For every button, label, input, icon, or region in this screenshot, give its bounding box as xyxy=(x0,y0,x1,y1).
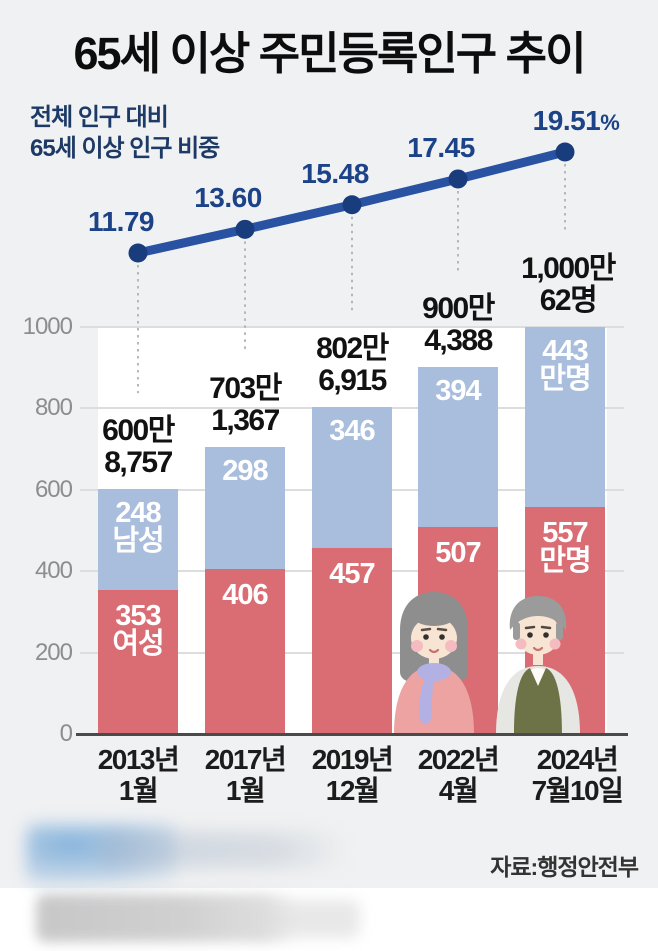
x-axis-label-line: 7월10일 xyxy=(531,775,624,806)
y-axis-tick-0: 0 xyxy=(59,720,73,747)
male-segment-3: 346 xyxy=(312,406,392,548)
male-segment-label-line: 남성 xyxy=(112,525,164,558)
male-segment-4: 394 xyxy=(418,366,498,528)
y-axis-tick-400: 400 xyxy=(34,557,73,584)
total-label-line: 6,915 xyxy=(318,363,387,397)
blurred-watermark-text-tail xyxy=(250,900,360,938)
total-label-line: 600만 xyxy=(102,414,175,448)
total-label-4: 900만 4,388 xyxy=(422,291,495,357)
x-axis-line xyxy=(76,733,628,736)
line-value-number: 17.45 xyxy=(407,131,475,163)
total-label-3: 802만 6,915 xyxy=(316,331,389,397)
total-label-line: 4,388 xyxy=(424,323,493,357)
blurred-agency-logo xyxy=(26,824,176,884)
x-axis-label-1: 2013년 1월 xyxy=(97,744,180,806)
male-segment-2: 298 xyxy=(205,447,285,569)
female-segment-2: 406 xyxy=(205,568,285,734)
total-label-line: 703만 xyxy=(209,372,282,406)
female-segment-label-line: 557 xyxy=(542,517,588,550)
male-segment-1: 248 남성 xyxy=(98,489,178,591)
total-label-line: 8,757 xyxy=(104,446,173,480)
total-label-line: 1,000만 xyxy=(521,251,616,285)
female-segment-label-line: 여성 xyxy=(112,628,164,661)
line-value-label-5: 19.51% xyxy=(533,105,620,137)
line-value-number: 11.79 xyxy=(87,206,155,237)
line-series-caption-line2: 65세 이상 인구 비중 xyxy=(30,135,220,162)
x-axis-label-line: 1월 xyxy=(225,775,266,806)
x-axis-label-2: 2017년 1월 xyxy=(204,744,287,806)
x-axis-label-5: 2024년 7월10일 xyxy=(531,744,624,806)
total-label-line: 1,367 xyxy=(211,404,280,438)
male-segment-5: 443 만명 xyxy=(525,326,605,508)
stacked-bar-1: 248 남성 353 여성 xyxy=(98,489,178,734)
male-segment-label-line: 346 xyxy=(329,414,375,447)
line-value-label-3: 15.48 xyxy=(301,158,369,190)
blurred-agency-logo-text xyxy=(100,832,350,868)
y-axis-tick-800: 800 xyxy=(34,394,73,421)
line-series-caption: 전체 인구 대비 65세 이상 인구 비중 xyxy=(30,102,220,164)
x-axis-label-line: 2013년 xyxy=(97,744,180,775)
x-axis-label-4: 2022년 4월 xyxy=(417,744,500,806)
female-segment-label-line: 353 xyxy=(115,600,161,633)
female-segment-label-1: 353 여성 xyxy=(98,600,178,661)
x-axis-label-line: 2024년 xyxy=(536,744,619,775)
line-value-label-4: 17.45 xyxy=(407,132,475,164)
source-label: 자료:행정안전부 xyxy=(490,854,639,880)
female-segment-label-line: 507 xyxy=(435,537,481,570)
female-segment-label-line: 406 xyxy=(222,578,268,611)
y-axis-tick-1000: 1000 xyxy=(22,312,73,340)
male-segment-label-line: 443 xyxy=(542,334,588,367)
stacked-bar-5: 443 만명 557 만명 xyxy=(525,326,605,735)
female-segment-label-3: 457 xyxy=(312,557,392,590)
female-segment-label-5: 557 만명 xyxy=(525,517,605,578)
female-segment-label-line: 457 xyxy=(329,557,375,590)
stacked-bar-2: 298 406 xyxy=(205,447,285,734)
total-label-line: 62명 xyxy=(539,283,598,317)
line-value-number: 13.60 xyxy=(194,182,262,214)
y-axis-tick-200: 200 xyxy=(34,638,73,666)
x-axis-label-line: 4월 xyxy=(438,775,479,806)
total-label-5: 1,000만 62명 xyxy=(521,251,616,317)
line-value-label-1: 11.79 xyxy=(87,206,155,238)
male-segment-label-2: 298 xyxy=(205,455,285,488)
x-axis-label-line: 12월 xyxy=(325,775,380,806)
line-series-caption-line1: 전체 인구 대비 xyxy=(30,104,169,131)
x-axis-label-3: 2019년 12월 xyxy=(311,744,394,806)
total-label-2: 703만 1,367 xyxy=(209,372,282,438)
male-segment-label-line: 만명 xyxy=(539,362,591,395)
male-segment-label-1: 248 남성 xyxy=(98,497,178,558)
x-axis-label-line: 2022년 xyxy=(417,744,500,775)
total-label-line: 802만 xyxy=(316,331,389,365)
female-segment-1: 353 여성 xyxy=(98,590,178,734)
line-value-number: 19.51 xyxy=(532,105,601,136)
male-segment-label-3: 346 xyxy=(312,414,392,447)
male-segment-label-line: 248 xyxy=(115,497,161,530)
page-title: 65세 이상 주민등록인구 추이 xyxy=(73,28,587,79)
x-axis-label-line: 2017년 xyxy=(204,744,287,775)
gridline-1000 xyxy=(80,325,624,328)
male-segment-label-4: 394 xyxy=(418,374,498,407)
elderly-woman-illustration xyxy=(394,592,474,734)
x-axis-label-line: 1월 xyxy=(118,775,159,806)
line-value-unit: % xyxy=(600,110,620,135)
male-segment-label-5: 443 만명 xyxy=(525,334,605,395)
stacked-bar-3: 346 457 xyxy=(312,406,392,734)
total-label-1: 600만 8,757 xyxy=(102,414,175,480)
female-segment-label-line: 만명 xyxy=(539,545,591,578)
line-value-label-2: 13.60 xyxy=(194,182,262,214)
x-axis-label-line: 2019년 xyxy=(311,744,394,775)
total-label-line: 900만 xyxy=(422,291,495,325)
line-value-number: 15.48 xyxy=(301,157,369,189)
female-segment-3: 457 xyxy=(312,547,392,734)
male-segment-label-line: 394 xyxy=(435,374,481,407)
elderly-man-illustration xyxy=(496,596,580,734)
y-axis-tick-600: 600 xyxy=(34,475,73,503)
female-segment-label-2: 406 xyxy=(205,578,285,611)
male-segment-label-line: 298 xyxy=(222,455,268,488)
female-segment-label-4: 507 xyxy=(418,537,498,570)
